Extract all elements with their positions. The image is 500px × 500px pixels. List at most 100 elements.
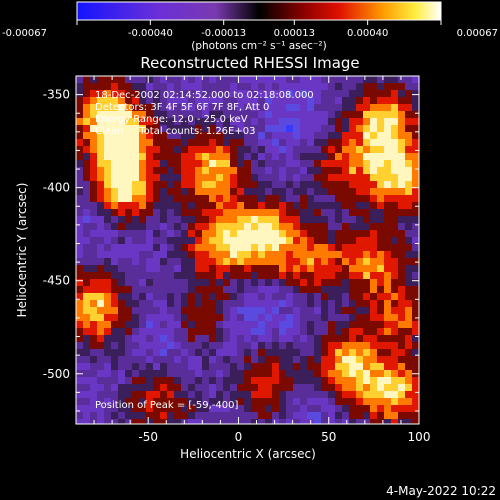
heatmap-cell xyxy=(230,97,237,104)
heatmap-cell xyxy=(174,118,181,125)
heatmap-cell xyxy=(272,230,279,237)
heatmap-cell xyxy=(244,174,251,181)
heatmap-cell xyxy=(307,195,314,202)
heatmap-cell xyxy=(237,76,244,83)
heatmap-cell xyxy=(111,139,118,146)
heatmap-cell xyxy=(391,118,398,125)
heatmap-cell xyxy=(398,111,405,118)
heatmap-cell xyxy=(153,76,160,83)
heatmap-cell xyxy=(244,97,251,104)
heatmap-cell xyxy=(300,244,307,251)
heatmap-cell xyxy=(412,321,419,328)
heatmap-cell xyxy=(167,111,174,118)
heatmap-cell xyxy=(97,125,104,132)
heatmap-cell xyxy=(335,202,342,209)
heatmap-cell xyxy=(76,76,83,83)
heatmap-cell xyxy=(335,314,342,321)
heatmap-cell xyxy=(188,216,195,223)
heatmap-cell xyxy=(335,118,342,125)
heatmap-cell xyxy=(216,293,223,300)
heatmap-cell xyxy=(202,398,209,405)
heatmap-cell xyxy=(307,321,314,328)
heatmap-cell xyxy=(258,167,265,174)
heatmap-cell xyxy=(272,90,279,97)
heatmap-cell xyxy=(223,335,230,342)
heatmap-cell xyxy=(272,335,279,342)
heatmap-cell xyxy=(181,321,188,328)
heatmap-cell xyxy=(146,216,153,223)
heatmap-cell xyxy=(412,349,419,356)
heatmap-cell xyxy=(83,174,90,181)
heatmap-cell xyxy=(104,90,111,97)
heatmap-cell xyxy=(405,118,412,125)
heatmap-cell xyxy=(342,125,349,132)
heatmap-cell xyxy=(412,118,419,125)
heatmap-cell xyxy=(188,356,195,363)
heatmap-cell xyxy=(328,293,335,300)
heatmap-cell xyxy=(188,111,195,118)
heatmap-cell xyxy=(307,349,314,356)
heatmap-cell xyxy=(265,363,272,370)
heatmap-cell xyxy=(83,412,90,419)
heatmap-cell xyxy=(342,300,349,307)
heatmap-cell xyxy=(321,237,328,244)
heatmap-cell xyxy=(223,167,230,174)
heatmap-cell xyxy=(97,272,104,279)
heatmap-cell xyxy=(97,216,104,223)
heatmap-cell xyxy=(132,132,139,139)
heatmap-cell xyxy=(272,279,279,286)
heatmap-cell xyxy=(139,90,146,97)
heatmap-cell xyxy=(146,209,153,216)
heatmap-cell xyxy=(251,349,258,356)
heatmap-cell xyxy=(223,111,230,118)
heatmap-cell xyxy=(335,384,342,391)
heatmap-cell xyxy=(272,139,279,146)
heatmap-cell xyxy=(83,377,90,384)
heatmap-cell xyxy=(370,314,377,321)
heatmap-cell xyxy=(370,272,377,279)
heatmap-cell xyxy=(391,209,398,216)
heatmap-cell xyxy=(293,363,300,370)
heatmap-cell xyxy=(153,125,160,132)
heatmap-cell xyxy=(153,83,160,90)
heatmap-cell xyxy=(405,104,412,111)
heatmap-cell xyxy=(328,384,335,391)
heatmap-cell xyxy=(398,160,405,167)
heatmap-cell xyxy=(349,384,356,391)
heatmap-cell xyxy=(370,153,377,160)
heatmap-cell xyxy=(223,300,230,307)
heatmap-cell xyxy=(209,167,216,174)
heatmap-cell xyxy=(293,412,300,419)
heatmap-cell xyxy=(202,237,209,244)
heatmap-cell xyxy=(83,279,90,286)
heatmap-cell xyxy=(356,111,363,118)
heatmap-cell xyxy=(188,97,195,104)
heatmap-cell xyxy=(90,363,97,370)
heatmap-cell xyxy=(76,349,83,356)
heatmap-cell xyxy=(265,118,272,125)
heatmap-cell xyxy=(363,419,370,424)
heatmap-cell xyxy=(90,314,97,321)
heatmap-cell xyxy=(335,307,342,314)
heatmap-cell xyxy=(139,419,146,424)
heatmap-cell xyxy=(258,398,265,405)
heatmap-cell xyxy=(90,307,97,314)
heatmap-cell xyxy=(216,118,223,125)
heatmap-cell xyxy=(286,328,293,335)
heatmap-cell xyxy=(279,146,286,153)
heatmap-cell xyxy=(335,76,342,83)
heatmap-cell xyxy=(237,349,244,356)
heatmap-cell xyxy=(83,181,90,188)
heatmap-cell xyxy=(314,132,321,139)
heatmap-cell xyxy=(237,104,244,111)
heatmap-cell xyxy=(83,209,90,216)
heatmap-cell xyxy=(384,412,391,419)
heatmap-cell xyxy=(272,419,279,424)
heatmap-cell xyxy=(230,167,237,174)
heatmap-cell xyxy=(160,76,167,83)
heatmap-cell xyxy=(230,272,237,279)
heatmap-cell xyxy=(244,83,251,90)
heatmap-cell xyxy=(237,279,244,286)
heatmap-cell xyxy=(174,188,181,195)
heatmap-cell xyxy=(370,118,377,125)
